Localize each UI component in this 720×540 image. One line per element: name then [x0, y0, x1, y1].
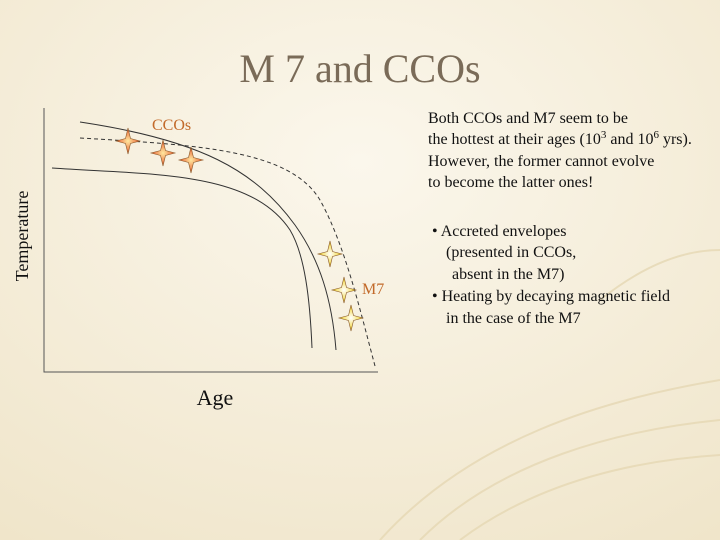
note-line: the hottest at their ages (103 and 106 y… [428, 129, 692, 148]
note-text: yrs). [659, 131, 692, 148]
curve [51, 167, 313, 349]
axes [43, 108, 378, 373]
title: M 7 and CCOs [239, 46, 480, 91]
note-text: the hottest at their ages (10 [428, 131, 601, 148]
m7-label: M7 [362, 281, 384, 298]
diagram: CCOs M7 Temperature Age [12, 108, 384, 410]
note: Both CCOs and M7 seem to be the hottest … [428, 110, 692, 191]
bullet-line: in the case of the M7 [446, 310, 581, 327]
bullet-line: absent in the M7) [452, 266, 564, 283]
bullet-line: • Heating by decaying magnetic field [432, 288, 670, 305]
curve [79, 121, 337, 351]
note-superscript: 6 [653, 129, 659, 141]
note-line: However, the former cannot evolve [428, 153, 654, 170]
bullet-line: (presented in CCOs, [446, 244, 576, 261]
decoration [379, 249, 720, 540]
note-superscript: 3 [601, 129, 607, 141]
x-axis-label: Age [197, 385, 234, 410]
note-line: to become the latter ones! [428, 174, 593, 191]
ccos-label: CCOs [152, 117, 191, 134]
curve-dashed [79, 137, 376, 367]
note-line: Both CCOs and M7 seem to be [428, 110, 628, 127]
y-axis-label: Temperature [12, 191, 32, 282]
bullets: • Accreted envelopes (presented in CCOs, a… [432, 223, 670, 327]
note-text: and 10 [606, 131, 653, 148]
bullet-line: • Accreted envelopes [432, 223, 566, 240]
